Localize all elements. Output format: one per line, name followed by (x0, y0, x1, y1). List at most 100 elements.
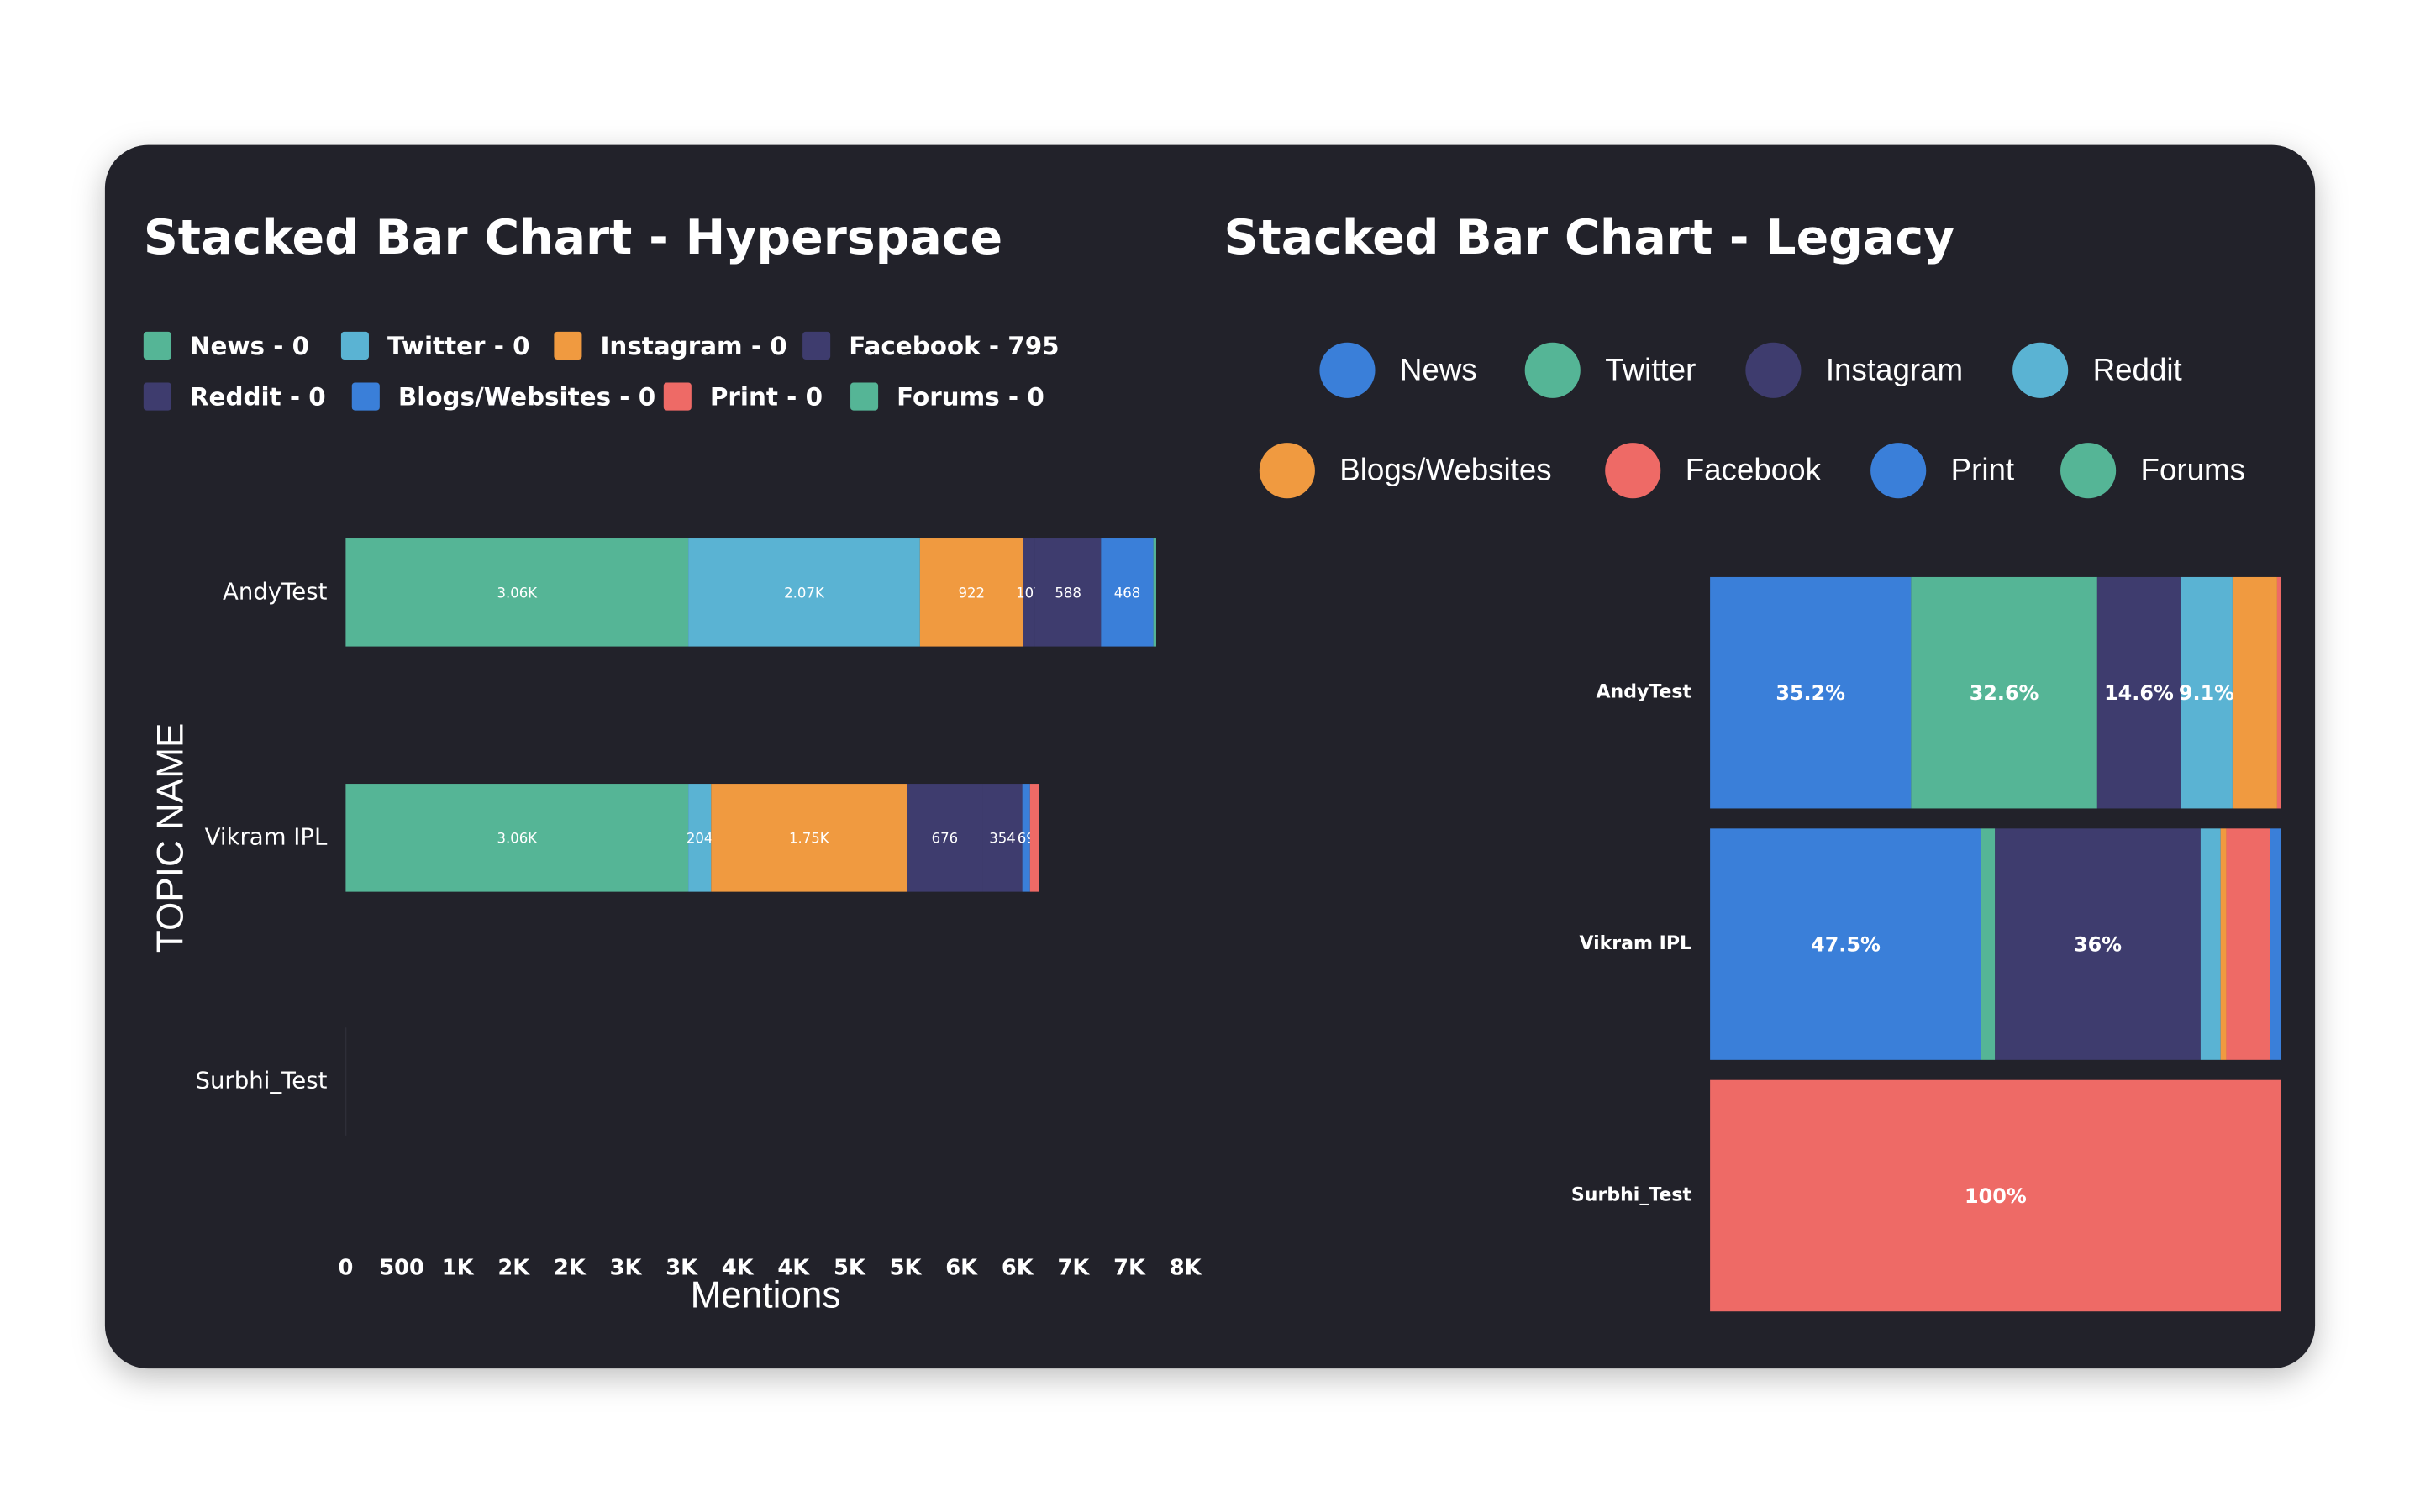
legend-label: Instagram (1826, 352, 1963, 386)
bar-segment (1981, 828, 1996, 1060)
x-tick-label: 2K (554, 1255, 587, 1280)
legend-swatch (1605, 443, 1661, 499)
bar-segment (1911, 576, 2097, 809)
legend-label: Blogs/Websites (1339, 453, 1551, 487)
data-label: 3.06K (497, 585, 538, 601)
x-tick-label: 1K (442, 1255, 475, 1280)
bar-segment (982, 784, 1023, 892)
x-axis-label: Mentions (691, 1274, 841, 1315)
data-label: 1.75K (789, 831, 830, 847)
category-label: Vikram IPL (1579, 933, 1691, 954)
legend-label: Print (1951, 453, 2015, 487)
bar-segment (1153, 538, 1156, 647)
x-tick-label: 7K (1057, 1255, 1090, 1280)
category-label: AndyTest (223, 578, 328, 605)
legend-label: Print - 0 (710, 382, 823, 411)
bar-segment (2270, 828, 2281, 1060)
legend-label: Twitter (1605, 352, 1696, 386)
legend-swatch (1745, 342, 1802, 398)
legend-label: Forums (2141, 453, 2245, 487)
legend-label: News (1400, 352, 1477, 386)
chart-title: Stacked Bar Chart - Hyperspace (144, 210, 1002, 265)
category-label: Vikram IPL (205, 823, 328, 850)
legend-label: Instagram - 0 (600, 332, 786, 360)
data-label: 354 (989, 831, 1016, 847)
x-tick-label: 3K (666, 1255, 698, 1280)
legend-label: Reddit - 0 (190, 382, 326, 411)
x-tick-label: 8K (1170, 1255, 1202, 1280)
bar-segment (1029, 784, 1039, 892)
x-tick-label: 5K (890, 1255, 923, 1280)
data-label: 32.6% (1970, 681, 2039, 705)
bar-segment (1995, 828, 2201, 1060)
legend-swatch (802, 331, 831, 360)
legend-label: Blogs/Websites - 0 (398, 382, 655, 411)
legend-swatch (850, 382, 879, 411)
legend-swatch (2060, 443, 2117, 499)
x-tick-label: 6K (945, 1255, 978, 1280)
y-axis-label: TOPIC NAME (150, 723, 191, 953)
card (104, 144, 2316, 1369)
bar-segment (2096, 576, 2181, 809)
data-label: 676 (932, 831, 959, 847)
data-label: 2.07K (784, 585, 825, 601)
legend-swatch (2012, 342, 2069, 398)
data-label: 204 (687, 831, 713, 847)
legend-label: Reddit (2093, 352, 2182, 386)
bar-segment (1023, 538, 1035, 647)
legend-swatch (143, 331, 171, 360)
bar-segment (2226, 828, 2270, 1060)
bar-segment (2200, 828, 2221, 1060)
data-label: 14.6% (2104, 681, 2174, 705)
bar-segment (2232, 576, 2277, 809)
legend-swatch (663, 382, 692, 411)
bar-segment (1034, 538, 1102, 647)
data-label: 588 (1055, 585, 1081, 601)
bar-segment (907, 784, 983, 892)
category-label: AndyTest (1596, 682, 1691, 703)
x-tick-label: 2K (497, 1255, 530, 1280)
legend-label: Forums - 0 (897, 382, 1044, 411)
bar-segment (1710, 576, 1912, 809)
x-tick-label: 6K (1002, 1255, 1034, 1280)
x-tick-label: 500 (379, 1255, 424, 1280)
legend-swatch (1870, 443, 1927, 499)
x-tick-label: 4K (722, 1255, 755, 1280)
data-label: 100% (1965, 1184, 2027, 1208)
legend-swatch (1319, 342, 1376, 398)
x-tick-label: 0 (338, 1255, 353, 1280)
bar-segment (1022, 784, 1030, 892)
legend-label: News - 0 (190, 332, 309, 360)
bar-segment (688, 784, 712, 892)
bar-segment (688, 538, 920, 647)
data-label: 468 (1114, 585, 1141, 601)
chart-legacy: News Twitter Instagram Reddit Blogs/Websites… (1259, 342, 2281, 1312)
legend-swatch (143, 382, 171, 411)
bar-segment (2276, 576, 2281, 809)
legend-swatch (554, 331, 582, 360)
x-tick-label: 4K (777, 1255, 810, 1280)
data-label: 36% (2074, 932, 2122, 956)
bar-segment (1101, 538, 1154, 647)
legend-label: Facebook (1686, 453, 1822, 487)
chart-hyperspace: News - 0 Twitter - 0 Instagram - 0 Facebook… (143, 331, 1202, 1280)
data-label: 9.1% (2179, 681, 2234, 705)
data-label: 47.5% (1811, 932, 1881, 956)
bar-segment (345, 784, 689, 892)
bar-segment (2181, 576, 2233, 809)
x-tick-label: 5K (834, 1255, 866, 1280)
legend-label: Facebook - 795 (849, 332, 1059, 360)
x-tick-label: 7K (1113, 1255, 1146, 1280)
bar-segment (711, 784, 908, 892)
data-label: 922 (959, 585, 986, 601)
bar-segment (345, 538, 689, 647)
x-tick-label: 3K (610, 1255, 643, 1280)
legend-label: Twitter - 0 (387, 332, 530, 360)
bar-segment (919, 538, 1023, 647)
category-label: Surbhi_Test (195, 1068, 327, 1095)
legend-swatch (1524, 342, 1581, 398)
data-label: 35.2% (1776, 681, 1845, 705)
category-label: Surbhi_Test (1571, 1184, 1692, 1205)
chart-title: Stacked Bar Chart - Legacy (1224, 210, 1955, 265)
